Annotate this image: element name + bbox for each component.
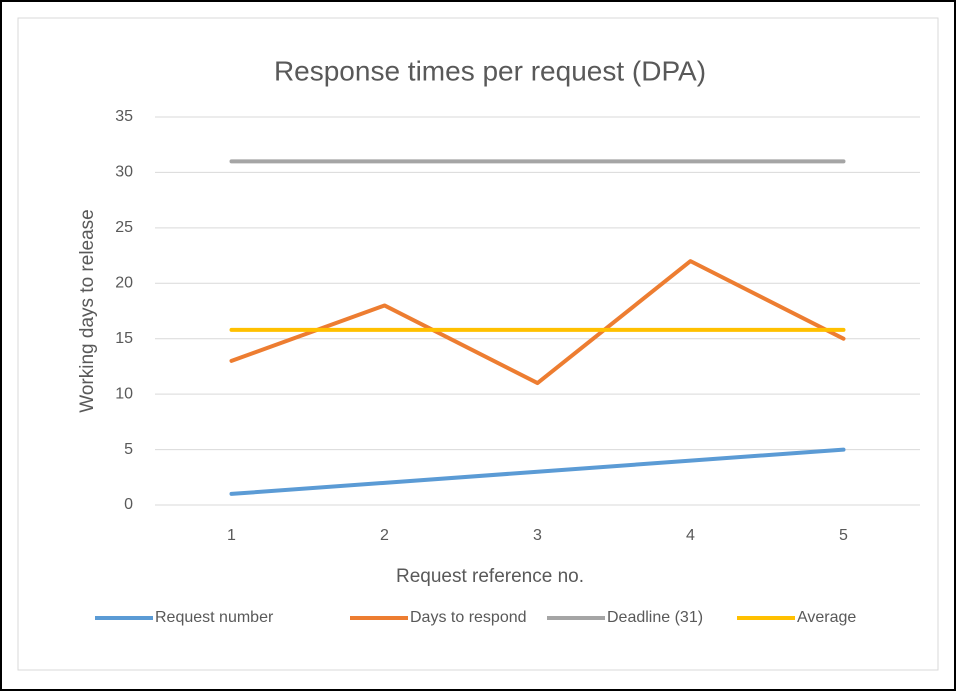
x-tick-label: 1 [227, 527, 236, 544]
y-tick-label: 5 [124, 441, 133, 458]
chart-area [17, 17, 939, 671]
y-tick-label: 35 [115, 108, 133, 125]
legend-label: Deadline (31) [607, 609, 703, 626]
x-tick-label: 4 [686, 527, 695, 544]
y-tick-label: 25 [115, 219, 133, 236]
x-axis-label: Request reference no. [396, 566, 584, 587]
chart-title: Response times per request (DPA) [274, 55, 706, 86]
x-tick-label: 3 [533, 527, 542, 544]
x-tick-label: 5 [839, 527, 848, 544]
y-tick-label: 10 [115, 385, 133, 402]
x-tick-label: 2 [380, 527, 389, 544]
legend-label: Request number [155, 609, 274, 626]
y-tick-label: 15 [115, 330, 133, 347]
legend-label: Days to respond [410, 609, 527, 626]
series-line [229, 259, 846, 386]
y-tick-label: 30 [115, 164, 133, 181]
y-tick-label: 20 [115, 275, 133, 292]
series-line [229, 447, 846, 496]
y-axis-label: Working days to release [77, 209, 98, 412]
legend-label: Average [797, 609, 856, 626]
y-tick-label: 0 [124, 496, 133, 513]
